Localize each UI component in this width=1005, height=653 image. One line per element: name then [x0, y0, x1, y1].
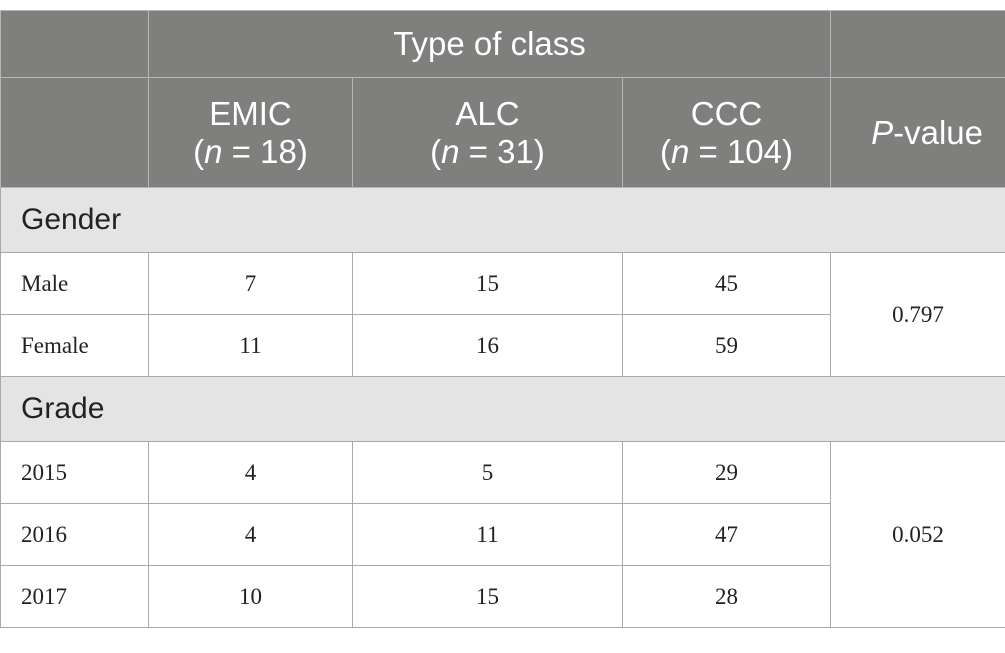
column-name: ALC [455, 95, 519, 132]
sample-size: = 31) [460, 133, 545, 170]
empty-header [831, 11, 1005, 78]
row-label: 2016 [1, 504, 149, 566]
p-text: -value [893, 114, 983, 151]
p-value-cell: 0.052 [831, 442, 1005, 628]
count-cell: 16 [353, 315, 623, 377]
p-value-header: P-value [831, 78, 1005, 188]
count-cell: 7 [149, 253, 353, 315]
row-label: 2015 [1, 442, 149, 504]
column-name: CCC [691, 95, 763, 132]
section-row: Gender [1, 188, 1005, 253]
section-title: Grade [1, 377, 1005, 442]
p-value-cell: 0.797 [831, 253, 1005, 377]
p-symbol: P [871, 114, 893, 151]
count-cell: 28 [623, 566, 831, 628]
count-cell: 59 [623, 315, 831, 377]
header-row: Type of class [1, 11, 1005, 78]
count-cell: 4 [149, 442, 353, 504]
sample-open: ( [193, 133, 204, 170]
sample-open: ( [430, 133, 441, 170]
sample-symbol: n [441, 133, 459, 170]
sample-size: = 18) [223, 133, 308, 170]
count-cell: 4 [149, 504, 353, 566]
count-cell: 15 [353, 253, 623, 315]
section-title: Gender [1, 188, 1005, 253]
count-cell: 10 [149, 566, 353, 628]
count-cell: 11 [353, 504, 623, 566]
sample-symbol: n [204, 133, 222, 170]
empty-header [1, 11, 149, 78]
count-cell: 45 [623, 253, 831, 315]
count-cell: 47 [623, 504, 831, 566]
sample-open: ( [660, 133, 671, 170]
header-row: EMIC(n = 18) ALC(n = 31) CCC(n = 104) P-… [1, 78, 1005, 188]
sample-symbol: n [671, 133, 689, 170]
count-cell: 29 [623, 442, 831, 504]
page: Type of class EMIC(n = 18) ALC(n = 31) C… [0, 10, 1005, 653]
count-cell: 11 [149, 315, 353, 377]
row-label: Female [1, 315, 149, 377]
count-cell: 5 [353, 442, 623, 504]
row-label: 2017 [1, 566, 149, 628]
row-label: Male [1, 253, 149, 315]
column-name: EMIC [209, 95, 292, 132]
column-header: ALC (n = 31) [353, 78, 623, 188]
column-header: CCC (n = 104) [623, 78, 831, 188]
group-header: Type of class [149, 11, 831, 78]
count-cell: 15 [353, 566, 623, 628]
sample-size: = 104) [689, 133, 793, 170]
empty-header [1, 78, 149, 188]
data-table: Type of class EMIC(n = 18) ALC(n = 31) C… [0, 10, 1005, 628]
column-header: EMIC(n = 18) [149, 78, 353, 188]
section-row: Grade [1, 377, 1005, 442]
